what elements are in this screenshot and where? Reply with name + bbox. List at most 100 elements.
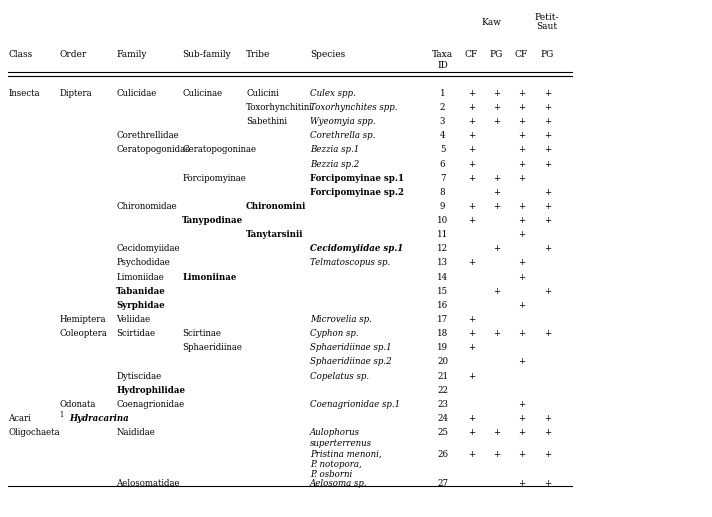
Text: +: + <box>468 131 475 140</box>
Text: Oligochaeta: Oligochaeta <box>9 428 60 437</box>
Text: 23: 23 <box>437 400 448 409</box>
Text: Pristina menoni,
P. notopora,
P. osborni: Pristina menoni, P. notopora, P. osborni <box>310 450 382 479</box>
Text: PG: PG <box>490 50 503 59</box>
Text: +: + <box>544 287 551 296</box>
Text: Culicini: Culicini <box>246 89 279 98</box>
Text: +: + <box>544 216 551 225</box>
Text: Toxorhynchitini: Toxorhynchitini <box>246 103 313 112</box>
Text: +: + <box>544 414 551 423</box>
Text: PG: PG <box>541 50 554 59</box>
Text: Scirtidae: Scirtidae <box>116 329 155 338</box>
Text: Insecta: Insecta <box>9 89 40 98</box>
Text: +: + <box>518 301 525 310</box>
Text: +: + <box>544 188 551 197</box>
Text: +: + <box>518 131 525 140</box>
Text: Hemiptera: Hemiptera <box>60 315 106 324</box>
Text: +: + <box>544 145 551 155</box>
Text: Hydracarina: Hydracarina <box>69 414 128 423</box>
Text: Microvelia sp.: Microvelia sp. <box>310 315 372 324</box>
Text: Ceratopogonidae: Ceratopogonidae <box>116 145 191 155</box>
Text: CF: CF <box>515 50 528 59</box>
Text: 4: 4 <box>440 131 445 140</box>
Text: +: + <box>493 428 500 437</box>
Text: +: + <box>518 479 525 488</box>
Text: Aulophorus
superterrenus: Aulophorus superterrenus <box>310 428 372 448</box>
Text: +: + <box>468 89 475 98</box>
Text: Taxa
ID: Taxa ID <box>432 50 453 70</box>
Text: +: + <box>518 89 525 98</box>
Text: Petit-: Petit- <box>535 13 560 22</box>
Text: Chironomini: Chironomini <box>246 202 306 211</box>
Text: 24: 24 <box>437 414 448 423</box>
Text: Chironomidae: Chironomidae <box>116 202 177 211</box>
Text: +: + <box>518 329 525 338</box>
Text: Sphaeridiinae sp.1: Sphaeridiinae sp.1 <box>310 343 392 353</box>
Text: 16: 16 <box>437 301 448 310</box>
Text: +: + <box>544 103 551 112</box>
Text: +: + <box>518 258 525 267</box>
Text: +: + <box>544 428 551 437</box>
Text: +: + <box>468 117 475 126</box>
Text: +: + <box>544 245 551 253</box>
Text: Wyeomyia spp.: Wyeomyia spp. <box>310 117 375 126</box>
Text: Class: Class <box>9 50 33 59</box>
Text: +: + <box>518 103 525 112</box>
Text: +: + <box>518 414 525 423</box>
Text: +: + <box>518 216 525 225</box>
Text: Sphaeridiinae sp.2: Sphaeridiinae sp.2 <box>310 357 392 367</box>
Text: Cecidomyiidae: Cecidomyiidae <box>116 245 180 253</box>
Text: Sub-family: Sub-family <box>182 50 231 59</box>
Text: +: + <box>493 450 500 459</box>
Text: Kaw: Kaw <box>481 18 501 27</box>
Text: Copelatus sp.: Copelatus sp. <box>310 372 369 381</box>
Text: +: + <box>468 372 475 381</box>
Text: Forcipomyinae sp.2: Forcipomyinae sp.2 <box>310 188 404 197</box>
Text: Forcipomyinae sp.1: Forcipomyinae sp.1 <box>310 174 404 183</box>
Text: +: + <box>518 450 525 459</box>
Text: Naididae: Naididae <box>116 428 155 437</box>
Text: 12: 12 <box>437 245 448 253</box>
Text: +: + <box>468 450 475 459</box>
Text: Aelosomatidae: Aelosomatidae <box>116 479 180 488</box>
Text: Order: Order <box>60 50 87 59</box>
Text: 3: 3 <box>440 117 445 126</box>
Text: +: + <box>493 202 500 211</box>
Text: Aelosoma sp.: Aelosoma sp. <box>310 479 367 488</box>
Text: 15: 15 <box>437 287 448 296</box>
Text: +: + <box>468 329 475 338</box>
Text: 21: 21 <box>437 372 448 381</box>
Text: Forcipomyinae: Forcipomyinae <box>182 174 246 183</box>
Text: +: + <box>544 329 551 338</box>
Text: +: + <box>544 160 551 169</box>
Text: Hydrophilidae: Hydrophilidae <box>116 386 185 395</box>
Text: CF: CF <box>465 50 478 59</box>
Text: +: + <box>518 400 525 409</box>
Text: +: + <box>493 188 500 197</box>
Text: 5: 5 <box>440 145 445 155</box>
Text: Syrphidae: Syrphidae <box>116 301 165 310</box>
Text: Corethrellidae: Corethrellidae <box>116 131 179 140</box>
Text: 13: 13 <box>437 258 448 267</box>
Text: +: + <box>493 174 500 183</box>
Text: +: + <box>544 450 551 459</box>
Text: Coleoptera: Coleoptera <box>60 329 108 338</box>
Text: +: + <box>518 272 525 282</box>
Text: +: + <box>468 428 475 437</box>
Text: 17: 17 <box>437 315 448 324</box>
Text: +: + <box>518 230 525 239</box>
Text: +: + <box>468 414 475 423</box>
Text: +: + <box>468 174 475 183</box>
Text: +: + <box>493 103 500 112</box>
Text: +: + <box>468 315 475 324</box>
Text: 25: 25 <box>437 428 448 437</box>
Text: Psychodidae: Psychodidae <box>116 258 170 267</box>
Text: +: + <box>544 117 551 126</box>
Text: Ceratopogoninae: Ceratopogoninae <box>182 145 256 155</box>
Text: +: + <box>493 245 500 253</box>
Text: Family: Family <box>116 50 147 59</box>
Text: 10: 10 <box>437 216 448 225</box>
Text: Cyphon sp.: Cyphon sp. <box>310 329 359 338</box>
Text: Coenagrionidae: Coenagrionidae <box>116 400 184 409</box>
Text: +: + <box>468 160 475 169</box>
Text: Culicidae: Culicidae <box>116 89 157 98</box>
